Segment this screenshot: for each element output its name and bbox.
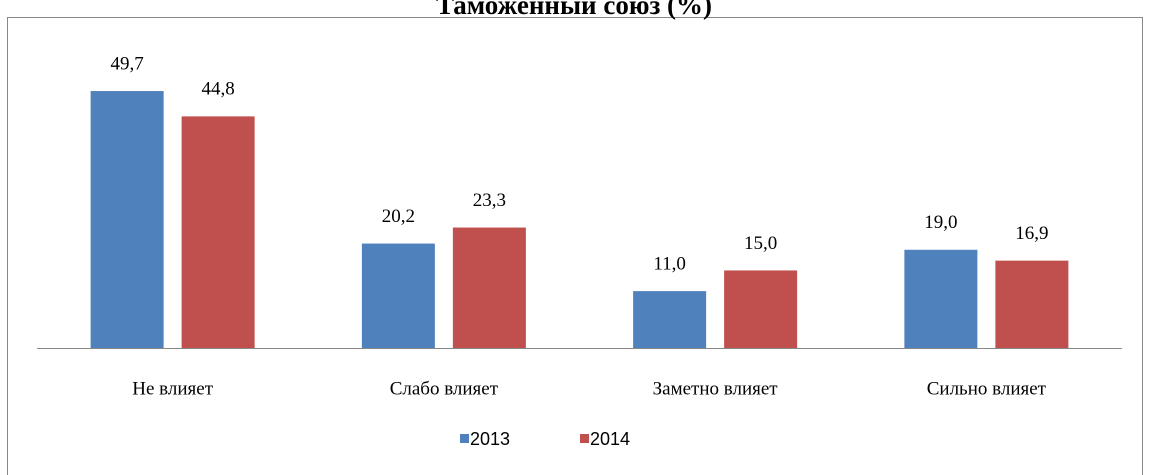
legend-label: 2014: [590, 429, 630, 449]
bar: [904, 249, 978, 348]
bar: [633, 291, 707, 348]
x-tick-label: Слабо влияет: [390, 378, 499, 399]
data-label: 19,0: [924, 212, 957, 233]
chart-title: Таможенный союз (%): [436, 0, 712, 20]
bar: [724, 270, 798, 348]
legend-swatch: [580, 434, 589, 443]
data-label: 44,8: [202, 79, 235, 100]
x-tick-label: Сильно влияет: [927, 378, 1047, 399]
bar: [90, 91, 164, 349]
bar: [361, 243, 435, 348]
bar: [452, 227, 526, 348]
legend-label: 2013: [470, 429, 510, 449]
data-label: 49,7: [111, 53, 144, 74]
bar: [181, 116, 255, 348]
data-label: 15,0: [744, 233, 777, 254]
bar: [995, 260, 1069, 348]
legend-swatch: [460, 434, 469, 443]
data-label: 16,9: [1015, 223, 1048, 244]
data-label: 23,3: [473, 190, 506, 211]
chart-border: [7, 17, 1143, 475]
x-tick-label: Заметно влияет: [653, 378, 779, 399]
x-tick-label: Не влияет: [132, 378, 213, 399]
data-label: 11,0: [653, 253, 686, 274]
data-label: 20,2: [382, 206, 415, 227]
